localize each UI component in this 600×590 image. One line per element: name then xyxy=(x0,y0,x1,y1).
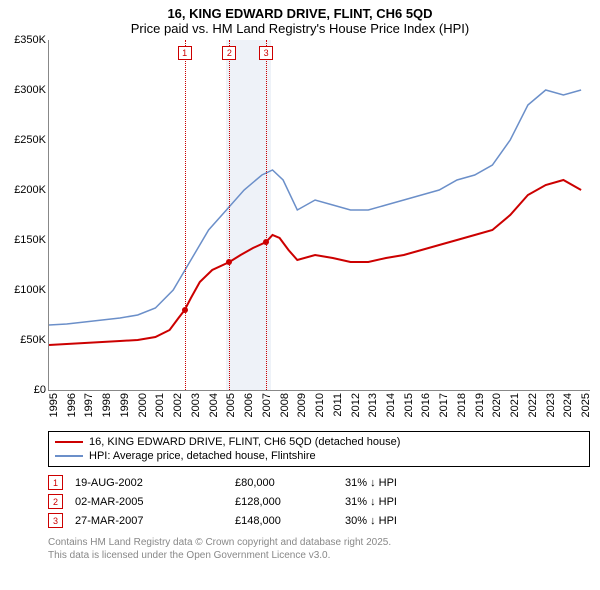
x-axis-label: 2001 xyxy=(154,393,166,417)
sale-delta: 31% ↓ HPI xyxy=(345,477,465,489)
sale-dot xyxy=(263,239,269,245)
x-axis-label: 2017 xyxy=(438,393,450,417)
chart-container: 16, KING EDWARD DRIVE, FLINT, CH6 5QD Pr… xyxy=(0,0,600,590)
sale-delta: 30% ↓ HPI xyxy=(345,515,465,527)
x-axis-label: 2023 xyxy=(545,393,557,417)
chart-plot-area: £0£50K£100K£150K£200K£250K£300K£350K123 xyxy=(48,40,590,391)
x-axis-label: 2007 xyxy=(261,393,273,417)
x-axis-label: 1999 xyxy=(119,393,131,417)
sale-date: 19-AUG-2002 xyxy=(75,477,235,489)
x-axis-label: 2015 xyxy=(403,393,415,417)
footer-line1: Contains HM Land Registry data © Crown c… xyxy=(48,536,590,549)
x-axis-label: 2012 xyxy=(350,393,362,417)
sale-dot xyxy=(226,259,232,265)
sales-table: 1 19-AUG-2002£80,00031% ↓ HPI 2 02-MAR-2005… xyxy=(48,473,590,530)
x-axis-label: 2019 xyxy=(474,393,486,417)
x-axis-label: 2018 xyxy=(456,393,468,417)
sales-row: 3 27-MAR-2007£148,00030% ↓ HPI xyxy=(48,511,590,530)
sale-vline xyxy=(229,40,230,390)
y-axis-label: £300K xyxy=(14,84,49,96)
y-axis-label: £0 xyxy=(34,384,49,396)
legend-item-property: 16, KING EDWARD DRIVE, FLINT, CH6 5QD (d… xyxy=(55,435,583,449)
x-axis-label: 2005 xyxy=(225,393,237,417)
legend-swatch-property xyxy=(55,441,83,443)
sales-row: 2 02-MAR-2005£128,00031% ↓ HPI xyxy=(48,492,590,511)
x-axis-label: 1996 xyxy=(66,393,78,417)
sale-date: 02-MAR-2005 xyxy=(75,496,235,508)
sale-marker-box: 2 xyxy=(222,46,236,60)
x-axis-label: 1995 xyxy=(48,393,60,417)
x-axis-label: 1997 xyxy=(83,393,95,417)
y-axis-label: £250K xyxy=(14,134,49,146)
x-axis-label: 2013 xyxy=(367,393,379,417)
sale-marker-box: 3 xyxy=(259,46,273,60)
sale-marker-box: 1 xyxy=(178,46,192,60)
x-axis-labels: 1995 1996 1997 1998 1999 2000 2001 2002 2003 2004… xyxy=(48,391,590,427)
hpi-line xyxy=(49,90,581,325)
property-line xyxy=(49,180,581,345)
x-axis-label: 2016 xyxy=(420,393,432,417)
chart-subtitle: Price paid vs. HM Land Registry's House … xyxy=(0,21,600,40)
chart-title: 16, KING EDWARD DRIVE, FLINT, CH6 5QD xyxy=(0,0,600,21)
sale-delta: 31% ↓ HPI xyxy=(345,496,465,508)
x-axis-label: 2004 xyxy=(208,393,220,417)
sales-row: 1 19-AUG-2002£80,00031% ↓ HPI xyxy=(48,473,590,492)
sale-vline xyxy=(185,40,186,390)
legend-item-hpi: HPI: Average price, detached house, Flin… xyxy=(55,449,583,463)
x-axis-label: 2002 xyxy=(172,393,184,417)
x-axis-label: 2003 xyxy=(190,393,202,417)
sale-dot xyxy=(182,307,188,313)
x-axis-label: 2021 xyxy=(509,393,521,417)
sale-price: £148,000 xyxy=(235,515,345,527)
y-axis-label: £150K xyxy=(14,234,49,246)
x-axis-label: 1998 xyxy=(101,393,113,417)
x-axis-label: 2024 xyxy=(562,393,574,417)
sale-marker-icon: 2 xyxy=(48,494,63,509)
y-axis-label: £50K xyxy=(20,334,49,346)
sale-marker-icon: 3 xyxy=(48,513,63,528)
y-axis-label: £200K xyxy=(14,184,49,196)
legend-label-property: 16, KING EDWARD DRIVE, FLINT, CH6 5QD (d… xyxy=(89,436,400,448)
x-axis-label: 2009 xyxy=(296,393,308,417)
x-axis-label: 2014 xyxy=(385,393,397,417)
x-axis-label: 2000 xyxy=(137,393,149,417)
x-axis-label: 2011 xyxy=(332,393,344,417)
y-axis-label: £350K xyxy=(14,34,49,46)
sale-date: 27-MAR-2007 xyxy=(75,515,235,527)
legend-swatch-hpi xyxy=(55,455,83,457)
sale-price: £80,000 xyxy=(235,477,345,489)
x-axis-label: 2020 xyxy=(491,393,503,417)
sale-vline xyxy=(266,40,267,390)
sale-price: £128,000 xyxy=(235,496,345,508)
legend-label-hpi: HPI: Average price, detached house, Flin… xyxy=(89,450,316,462)
x-axis-label: 2008 xyxy=(279,393,291,417)
y-axis-label: £100K xyxy=(14,284,49,296)
footer-attribution: Contains HM Land Registry data © Crown c… xyxy=(48,536,590,562)
x-axis-label: 2022 xyxy=(527,393,539,417)
x-axis-label: 2006 xyxy=(243,393,255,417)
footer-line2: This data is licensed under the Open Gov… xyxy=(48,549,590,562)
x-axis-label: 2010 xyxy=(314,393,326,417)
chart-svg xyxy=(49,40,590,390)
chart-legend: 16, KING EDWARD DRIVE, FLINT, CH6 5QD (d… xyxy=(48,431,590,467)
x-axis-label: 2025 xyxy=(580,393,592,417)
sale-marker-icon: 1 xyxy=(48,475,63,490)
